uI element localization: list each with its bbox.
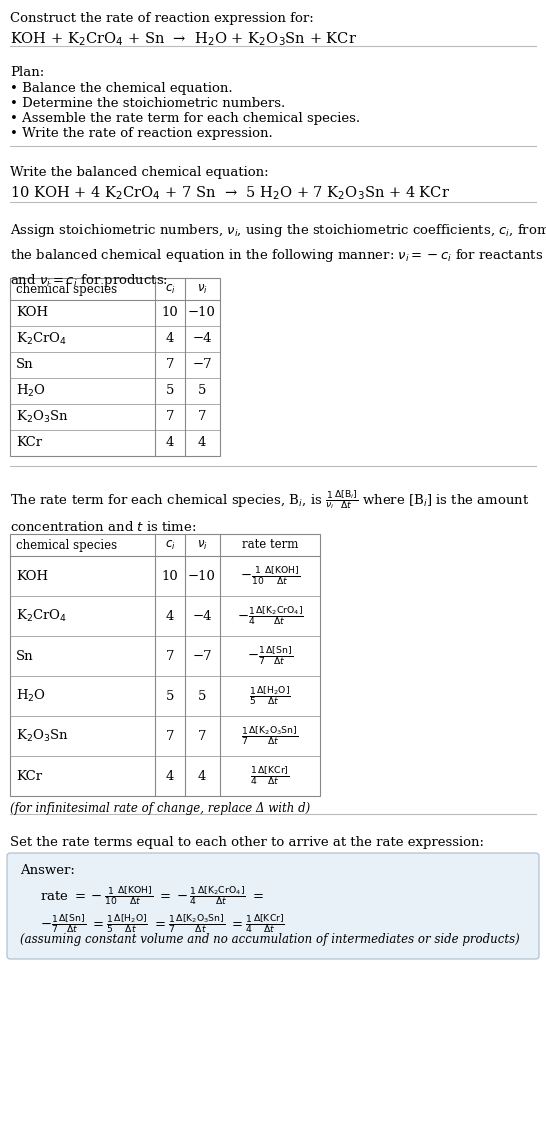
Text: (for infinitesimal rate of change, replace Δ with d): (for infinitesimal rate of change, repla… [10,802,310,815]
Text: (assuming constant volume and no accumulation of intermediates or side products): (assuming constant volume and no accumul… [20,933,520,946]
Text: Set the rate terms equal to each other to arrive at the rate expression:: Set the rate terms equal to each other t… [10,836,484,849]
Text: K$_2$CrO$_4$: K$_2$CrO$_4$ [16,331,67,347]
Bar [10,534,320,796]
Text: • Write the rate of reaction expression.: • Write the rate of reaction expression. [10,127,273,139]
Text: The rate term for each chemical species, B$_i$, is $\frac{1}{\nu_i}\frac{\Delta[: The rate term for each chemical species,… [10,488,530,534]
Text: Sn: Sn [16,650,34,662]
Text: Assign stoichiometric numbers, $\nu_i$, using the stoichiometric coefficients, $: Assign stoichiometric numbers, $\nu_i$, … [10,222,546,288]
Text: $-\frac{1}{7}\frac{\Delta[\mathrm{Sn}]}{\Delta t}$: $-\frac{1}{7}\frac{\Delta[\mathrm{Sn}]}{… [247,645,293,667]
Text: KOH: KOH [16,306,48,320]
Text: 4: 4 [198,770,206,782]
Text: 5: 5 [166,689,174,702]
Text: K$_2$CrO$_4$: K$_2$CrO$_4$ [16,608,67,624]
Text: 7: 7 [166,358,174,372]
Text: Plan:: Plan: [10,66,44,79]
Text: $\nu_i$: $\nu_i$ [197,282,207,296]
Text: H$_2$O: H$_2$O [16,688,46,704]
Text: −10: −10 [188,306,216,320]
Text: −4: −4 [192,609,212,623]
Text: KCr: KCr [16,437,42,449]
Text: 10: 10 [162,569,179,583]
Text: chemical species: chemical species [16,282,117,296]
Text: K$_2$O$_3$Sn: K$_2$O$_3$Sn [16,728,69,744]
Text: −7: −7 [192,650,212,662]
Text: $-\frac{1}{10}\frac{\Delta[\mathrm{KOH}]}{\Delta t}$: $-\frac{1}{10}\frac{\Delta[\mathrm{KOH}]… [240,565,300,587]
Text: Construct the rate of reaction expression for:: Construct the rate of reaction expressio… [10,12,314,25]
Text: • Assemble the rate term for each chemical species.: • Assemble the rate term for each chemic… [10,112,360,125]
Text: −4: −4 [192,332,212,346]
Text: rate $= -\frac{1}{10}\frac{\Delta[\mathrm{KOH}]}{\Delta t}$ $= -\frac{1}{4}\frac: rate $= -\frac{1}{10}\frac{\Delta[\mathr… [40,885,264,907]
Text: 10 KOH + 4 K$_2$CrO$_4$ + 7 Sn  →  5 H$_2$O + 7 K$_2$O$_3$Sn + 4 KCr: 10 KOH + 4 K$_2$CrO$_4$ + 7 Sn → 5 H$_2$… [10,184,450,202]
Text: • Determine the stoichiometric numbers.: • Determine the stoichiometric numbers. [10,98,285,110]
Text: KOH: KOH [16,569,48,583]
Text: 4: 4 [166,332,174,346]
Text: $-\frac{1}{4}\frac{\Delta[\mathrm{K_2CrO_4}]}{\Delta t}$: $-\frac{1}{4}\frac{\Delta[\mathrm{K_2CrO… [236,604,304,627]
Bar [10,278,220,456]
Text: H$_2$O: H$_2$O [16,383,46,399]
Text: 7: 7 [166,650,174,662]
Text: $\frac{1}{5}\frac{\Delta[\mathrm{H_2O}]}{\Delta t}$: $\frac{1}{5}\frac{\Delta[\mathrm{H_2O}]}… [249,685,291,708]
Text: $c_i$: $c_i$ [165,539,175,551]
Text: Write the balanced chemical equation:: Write the balanced chemical equation: [10,166,269,179]
Text: 7: 7 [198,411,206,423]
Text: $\frac{1}{7}\frac{\Delta[\mathrm{K_2O_3Sn}]}{\Delta t}$: $\frac{1}{7}\frac{\Delta[\mathrm{K_2O_3S… [241,725,299,747]
Text: 7: 7 [166,729,174,743]
Text: 4: 4 [198,437,206,449]
Text: $c_i$: $c_i$ [165,282,175,296]
Text: 10: 10 [162,306,179,320]
Text: −10: −10 [188,569,216,583]
Text: 5: 5 [198,384,206,398]
Text: KOH + K$_2$CrO$_4$ + Sn  →  H$_2$O + K$_2$O$_3$Sn + KCr: KOH + K$_2$CrO$_4$ + Sn → H$_2$O + K$_2$… [10,29,357,48]
Text: 4: 4 [166,437,174,449]
Text: • Balance the chemical equation.: • Balance the chemical equation. [10,82,233,95]
FancyBboxPatch shape [7,853,539,959]
Text: 7: 7 [198,729,206,743]
Text: 4: 4 [166,609,174,623]
Text: $-\frac{1}{7}\frac{\Delta[\mathrm{Sn}]}{\Delta t}$ $= \frac{1}{5}\frac{\Delta[\m: $-\frac{1}{7}\frac{\Delta[\mathrm{Sn}]}{… [40,912,285,934]
Text: rate term: rate term [242,539,298,551]
Text: chemical species: chemical species [16,539,117,551]
Text: $\frac{1}{4}\frac{\Delta[\mathrm{KCr}]}{\Delta t}$: $\frac{1}{4}\frac{\Delta[\mathrm{KCr}]}{… [250,765,290,787]
Text: 5: 5 [198,689,206,702]
Text: $\nu_i$: $\nu_i$ [197,539,207,551]
Text: 4: 4 [166,770,174,782]
Text: 7: 7 [166,411,174,423]
Text: K$_2$O$_3$Sn: K$_2$O$_3$Sn [16,409,69,425]
Text: Answer:: Answer: [20,864,75,877]
Text: KCr: KCr [16,770,42,782]
Text: 5: 5 [166,384,174,398]
Text: Sn: Sn [16,358,34,372]
Text: −7: −7 [192,358,212,372]
